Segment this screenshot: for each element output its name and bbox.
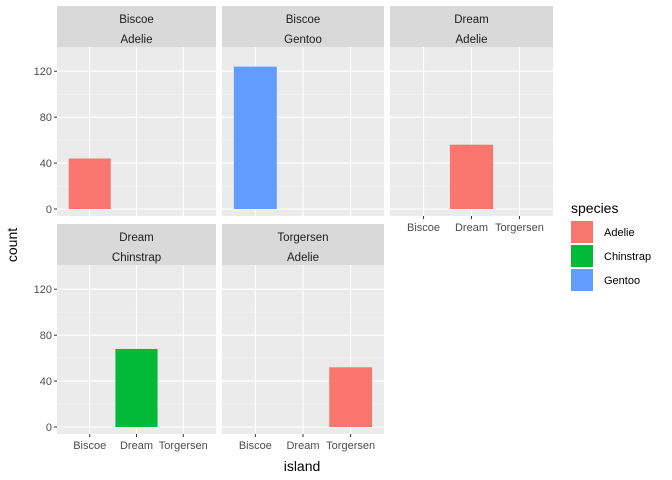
x-tick-label: Dream — [286, 440, 319, 452]
facet-panel: Biscoe Adelie — [57, 6, 216, 216]
facet-strip — [222, 224, 384, 265]
y-axis-label: count — [4, 228, 20, 262]
facet-strip-top-label: Torgersen — [277, 232, 328, 244]
axes: 0 40 80 120 Biscoe Dream Torgersen 0 40 80 120 Bisc… — [34, 66, 544, 452]
y-tick-label: 40 — [40, 376, 52, 388]
facet-strip-top-label: Dream — [119, 232, 154, 244]
facet-panel: Dream Chinstrap — [57, 224, 216, 434]
legend-key — [571, 221, 593, 243]
legend-key — [571, 245, 593, 267]
facet-strip — [390, 6, 553, 47]
facet-strip-top-label: Biscoe — [286, 14, 321, 26]
facet-strip — [57, 224, 216, 265]
y-tick-label: 0 — [46, 204, 52, 216]
facet-panel: Dream Adelie — [390, 6, 553, 216]
facet-strip — [57, 6, 216, 47]
y-tick-label: 0 — [46, 422, 52, 434]
bar — [233, 66, 277, 209]
bar — [115, 348, 158, 427]
facet-strip-top-label: Dream — [454, 14, 489, 26]
x-tick-label: Biscoe — [239, 440, 272, 452]
x-axis-label: island — [284, 458, 321, 474]
facet-panels: BiscoeAdelieBiscoeGentooDreamAdelieDream… — [57, 6, 553, 434]
facet-strip-bottom-label: Chinstrap — [112, 252, 161, 264]
x-tick-label: Biscoe — [407, 222, 440, 234]
legend-label: Chinstrap — [604, 251, 651, 263]
legend-label: Gentoo — [604, 275, 640, 287]
facet-strip-top-label: Biscoe — [119, 14, 154, 26]
facet-strip — [222, 6, 384, 47]
facet-panel: Biscoe Gentoo — [222, 6, 384, 216]
x-tick-label: Torgersen — [326, 440, 375, 452]
x-tick-label: Torgersen — [159, 440, 208, 452]
y-tick-label: 120 — [34, 66, 52, 78]
legend-title: species — [571, 200, 618, 216]
y-tick-label: 120 — [34, 284, 52, 296]
y-tick-label: 40 — [40, 158, 52, 170]
facet-strip-bottom-label: Gentoo — [284, 34, 322, 46]
facet-panel: Torgersen Adelie — [222, 224, 384, 434]
facet-strip-bottom-label: Adelie — [287, 252, 319, 264]
x-tick-label: Dream — [120, 440, 153, 452]
x-tick-label: Biscoe — [73, 440, 106, 452]
facet-strip-bottom-label: Adelie — [121, 34, 153, 46]
x-tick-label: Torgersen — [495, 222, 544, 234]
legend: species Adelie Chinstrap Gentoo — [571, 200, 651, 291]
facet-strip-bottom-label: Adelie — [456, 34, 488, 46]
legend-label: Adelie — [604, 227, 635, 239]
y-tick-label: 80 — [40, 112, 52, 124]
y-tick-label: 80 — [40, 330, 52, 342]
bar — [329, 367, 373, 427]
bar — [449, 144, 494, 209]
x-tick-label: Dream — [455, 222, 488, 234]
legend-key — [571, 269, 593, 291]
bar — [68, 158, 111, 209]
